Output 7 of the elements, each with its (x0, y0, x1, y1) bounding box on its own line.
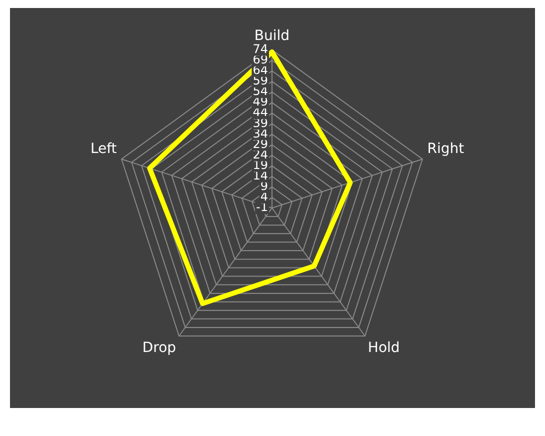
spoke-label: Build (254, 28, 290, 44)
spoke-label: Left (90, 140, 118, 157)
spoke-label: Drop (142, 340, 176, 356)
spoke-label: Right (427, 140, 465, 157)
spoke-label: Hold (368, 340, 400, 356)
y-tick-label: 4 (260, 190, 268, 204)
y-tick-label: 74 (252, 42, 268, 56)
